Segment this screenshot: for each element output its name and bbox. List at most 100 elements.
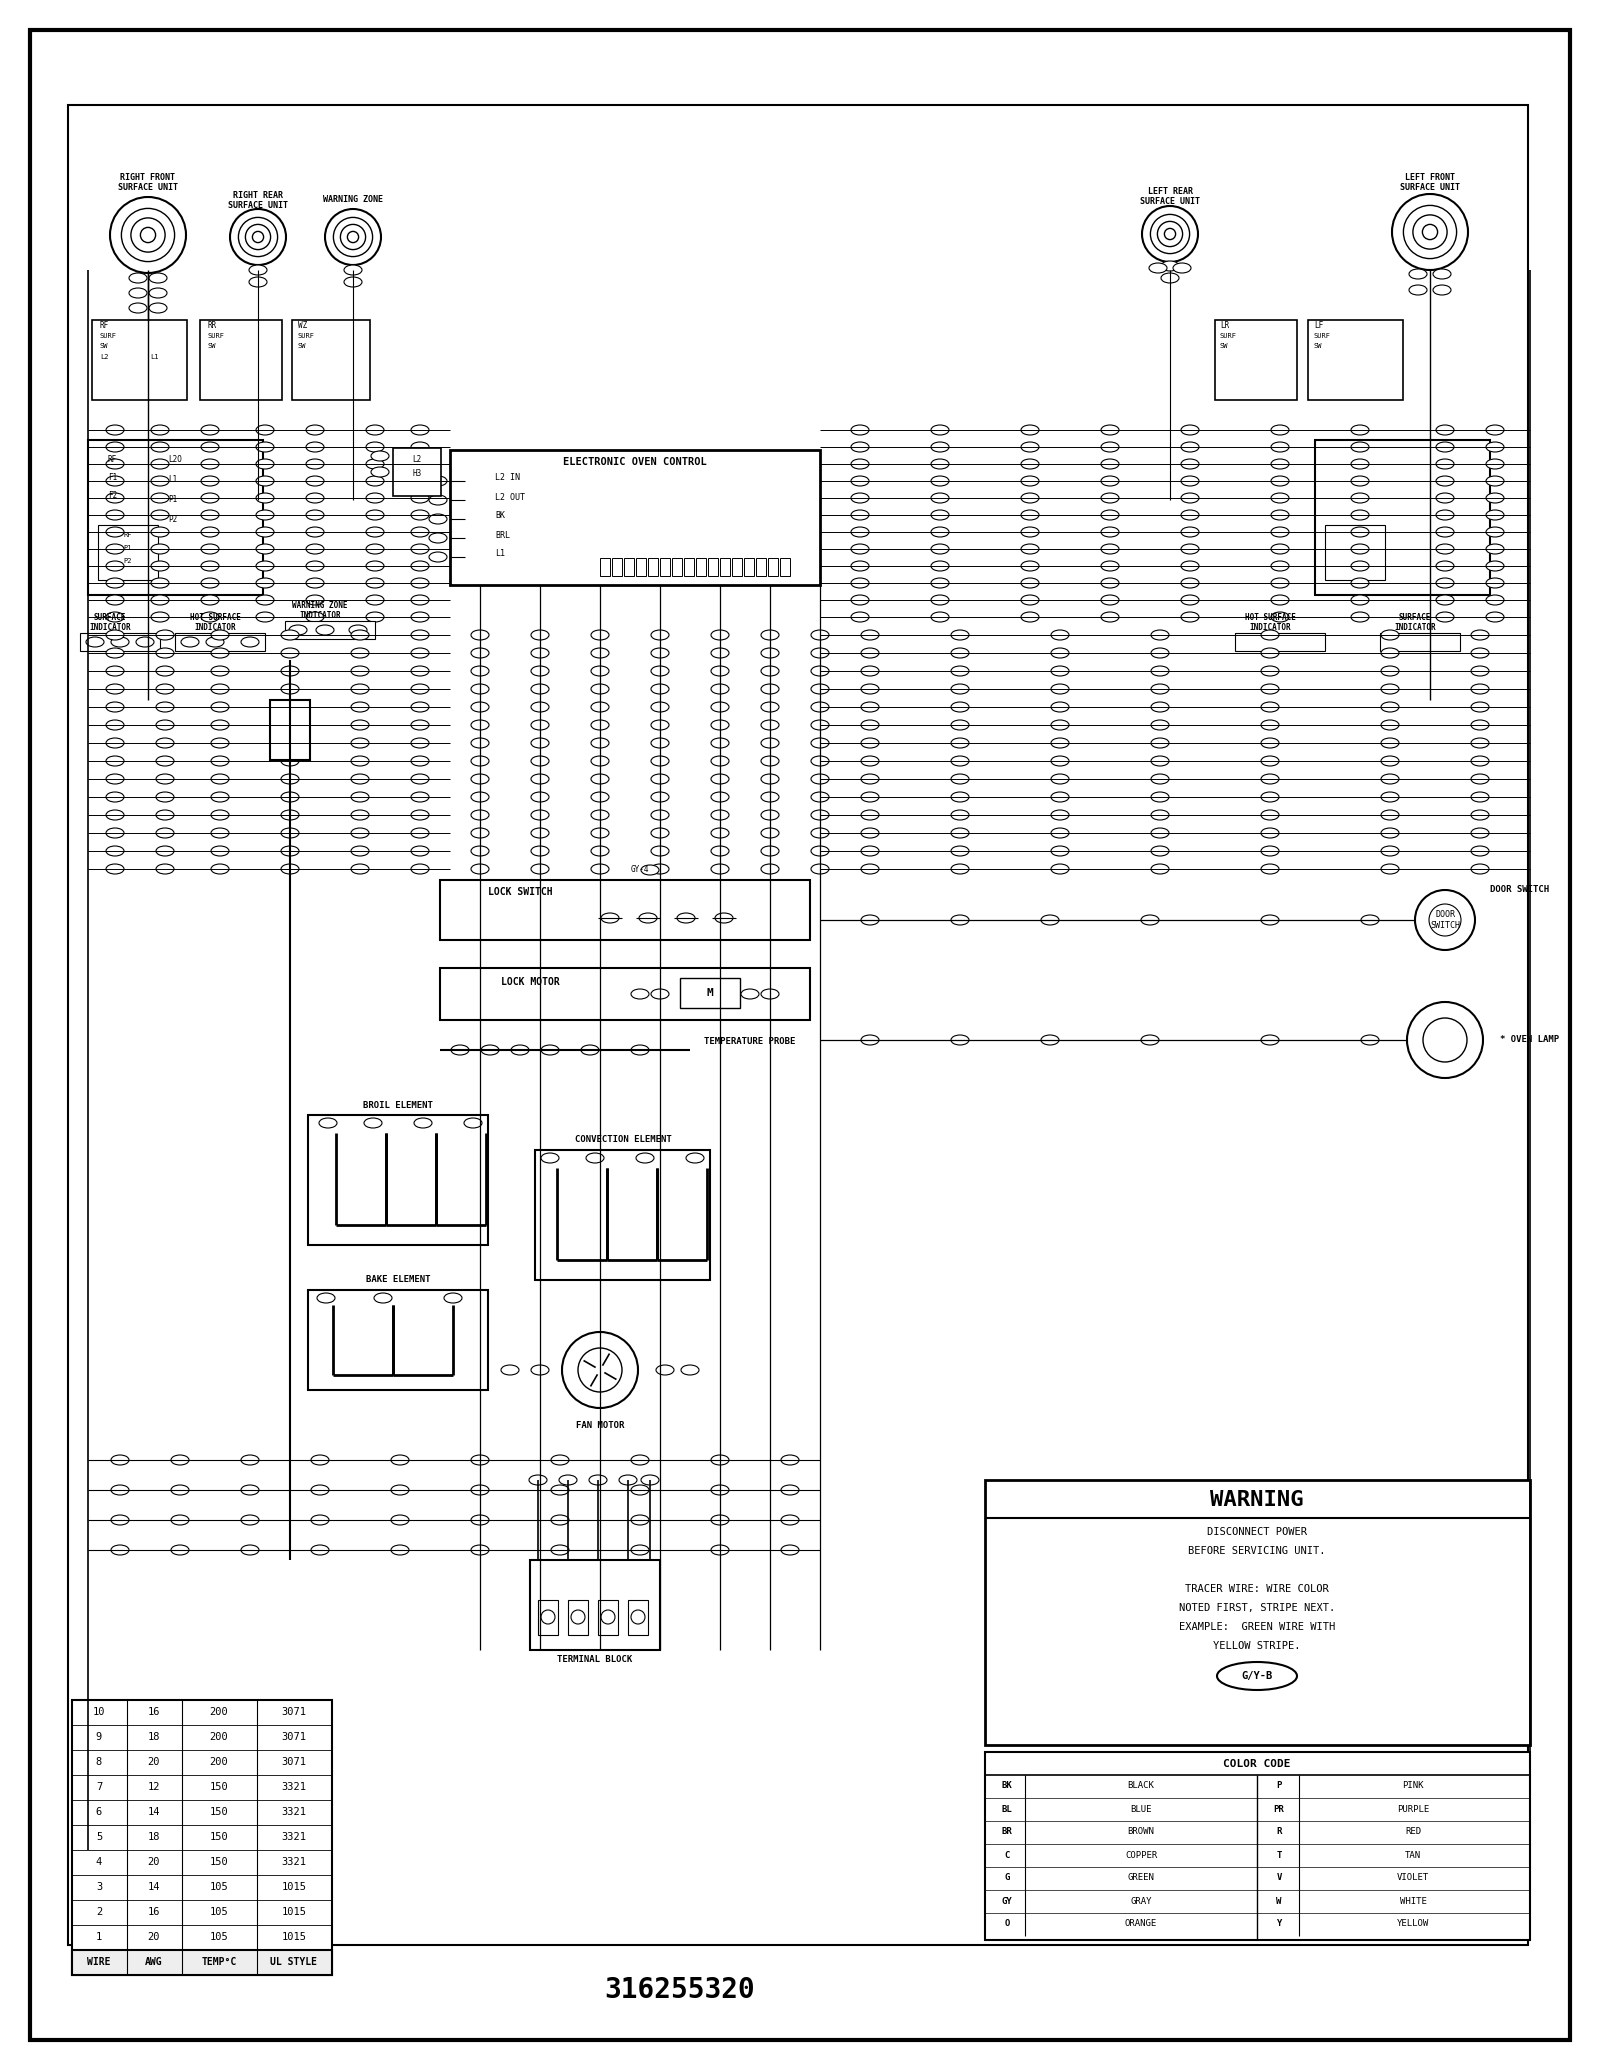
Ellipse shape <box>950 809 970 820</box>
Ellipse shape <box>1470 828 1490 838</box>
Ellipse shape <box>150 460 170 470</box>
Ellipse shape <box>106 594 125 604</box>
FancyBboxPatch shape <box>1379 633 1459 650</box>
Ellipse shape <box>530 1476 547 1484</box>
Ellipse shape <box>411 648 429 658</box>
Text: 316255320: 316255320 <box>605 1977 755 2004</box>
Text: WARNING ZONE: WARNING ZONE <box>323 195 382 205</box>
Ellipse shape <box>470 702 490 712</box>
Ellipse shape <box>1181 460 1198 470</box>
Text: SW: SW <box>298 344 307 350</box>
Ellipse shape <box>256 443 274 451</box>
FancyBboxPatch shape <box>744 559 754 575</box>
Ellipse shape <box>411 683 429 693</box>
Ellipse shape <box>106 476 125 486</box>
Ellipse shape <box>470 1515 490 1526</box>
Ellipse shape <box>590 739 610 747</box>
Ellipse shape <box>602 913 619 923</box>
Ellipse shape <box>256 493 274 503</box>
Ellipse shape <box>1051 720 1069 731</box>
Ellipse shape <box>366 544 384 555</box>
Ellipse shape <box>110 1455 130 1466</box>
Ellipse shape <box>1381 793 1398 801</box>
Ellipse shape <box>411 578 429 588</box>
Ellipse shape <box>1051 793 1069 801</box>
Ellipse shape <box>1162 273 1179 284</box>
Ellipse shape <box>710 1484 730 1495</box>
Ellipse shape <box>1470 756 1490 766</box>
FancyBboxPatch shape <box>757 559 766 575</box>
Ellipse shape <box>149 288 166 298</box>
Ellipse shape <box>541 1045 558 1056</box>
Ellipse shape <box>811 756 829 766</box>
Text: SW: SW <box>1221 344 1229 350</box>
Circle shape <box>245 224 270 250</box>
Ellipse shape <box>1181 424 1198 435</box>
Text: L1: L1 <box>168 476 178 484</box>
Ellipse shape <box>470 739 490 747</box>
Text: DISCONNECT POWER: DISCONNECT POWER <box>1206 1528 1307 1538</box>
Ellipse shape <box>86 638 104 648</box>
Text: O: O <box>1005 1919 1010 1929</box>
FancyBboxPatch shape <box>707 559 718 575</box>
Ellipse shape <box>1437 493 1454 503</box>
Ellipse shape <box>1270 460 1290 470</box>
Ellipse shape <box>710 756 730 766</box>
Circle shape <box>333 217 373 257</box>
Ellipse shape <box>350 809 370 820</box>
Ellipse shape <box>411 629 429 640</box>
Text: SURFACE: SURFACE <box>1398 613 1430 623</box>
Ellipse shape <box>851 509 869 520</box>
Ellipse shape <box>1181 493 1198 503</box>
Ellipse shape <box>861 648 878 658</box>
Ellipse shape <box>1051 756 1069 766</box>
Ellipse shape <box>1437 594 1454 604</box>
Circle shape <box>1429 905 1461 936</box>
Text: LEFT FRONT: LEFT FRONT <box>1405 174 1454 182</box>
Ellipse shape <box>106 756 125 766</box>
Ellipse shape <box>1486 613 1504 621</box>
Text: 150: 150 <box>210 1782 229 1793</box>
Ellipse shape <box>1486 509 1504 520</box>
Text: L2 IN: L2 IN <box>494 474 520 482</box>
Ellipse shape <box>211 774 229 785</box>
Ellipse shape <box>390 1455 410 1466</box>
Ellipse shape <box>686 1153 704 1163</box>
Ellipse shape <box>651 847 669 857</box>
Text: 3321: 3321 <box>282 1857 307 1867</box>
Ellipse shape <box>1021 460 1038 470</box>
Ellipse shape <box>950 863 970 874</box>
Ellipse shape <box>931 561 949 571</box>
FancyBboxPatch shape <box>1214 321 1298 400</box>
Ellipse shape <box>651 863 669 874</box>
Ellipse shape <box>1261 863 1278 874</box>
Text: 200: 200 <box>210 1733 229 1743</box>
Text: SURFACE UNIT: SURFACE UNIT <box>1400 184 1459 193</box>
Ellipse shape <box>470 667 490 677</box>
Text: INDICATOR: INDICATOR <box>194 623 235 633</box>
Ellipse shape <box>317 1294 334 1302</box>
Ellipse shape <box>1051 863 1069 874</box>
Ellipse shape <box>651 702 669 712</box>
Ellipse shape <box>256 460 274 470</box>
Ellipse shape <box>950 648 970 658</box>
Ellipse shape <box>202 544 219 555</box>
Ellipse shape <box>1437 509 1454 520</box>
Ellipse shape <box>950 847 970 857</box>
Ellipse shape <box>1486 460 1504 470</box>
Circle shape <box>578 1348 622 1391</box>
Ellipse shape <box>1181 544 1198 555</box>
Ellipse shape <box>250 277 267 288</box>
Ellipse shape <box>157 648 174 658</box>
Ellipse shape <box>931 509 949 520</box>
Ellipse shape <box>590 863 610 874</box>
Ellipse shape <box>1101 476 1118 486</box>
Ellipse shape <box>682 1364 699 1374</box>
Ellipse shape <box>181 638 198 648</box>
Ellipse shape <box>1261 756 1278 766</box>
Text: 3071: 3071 <box>282 1733 307 1743</box>
Circle shape <box>341 224 365 250</box>
Ellipse shape <box>411 460 429 470</box>
Ellipse shape <box>590 720 610 731</box>
Ellipse shape <box>150 544 170 555</box>
